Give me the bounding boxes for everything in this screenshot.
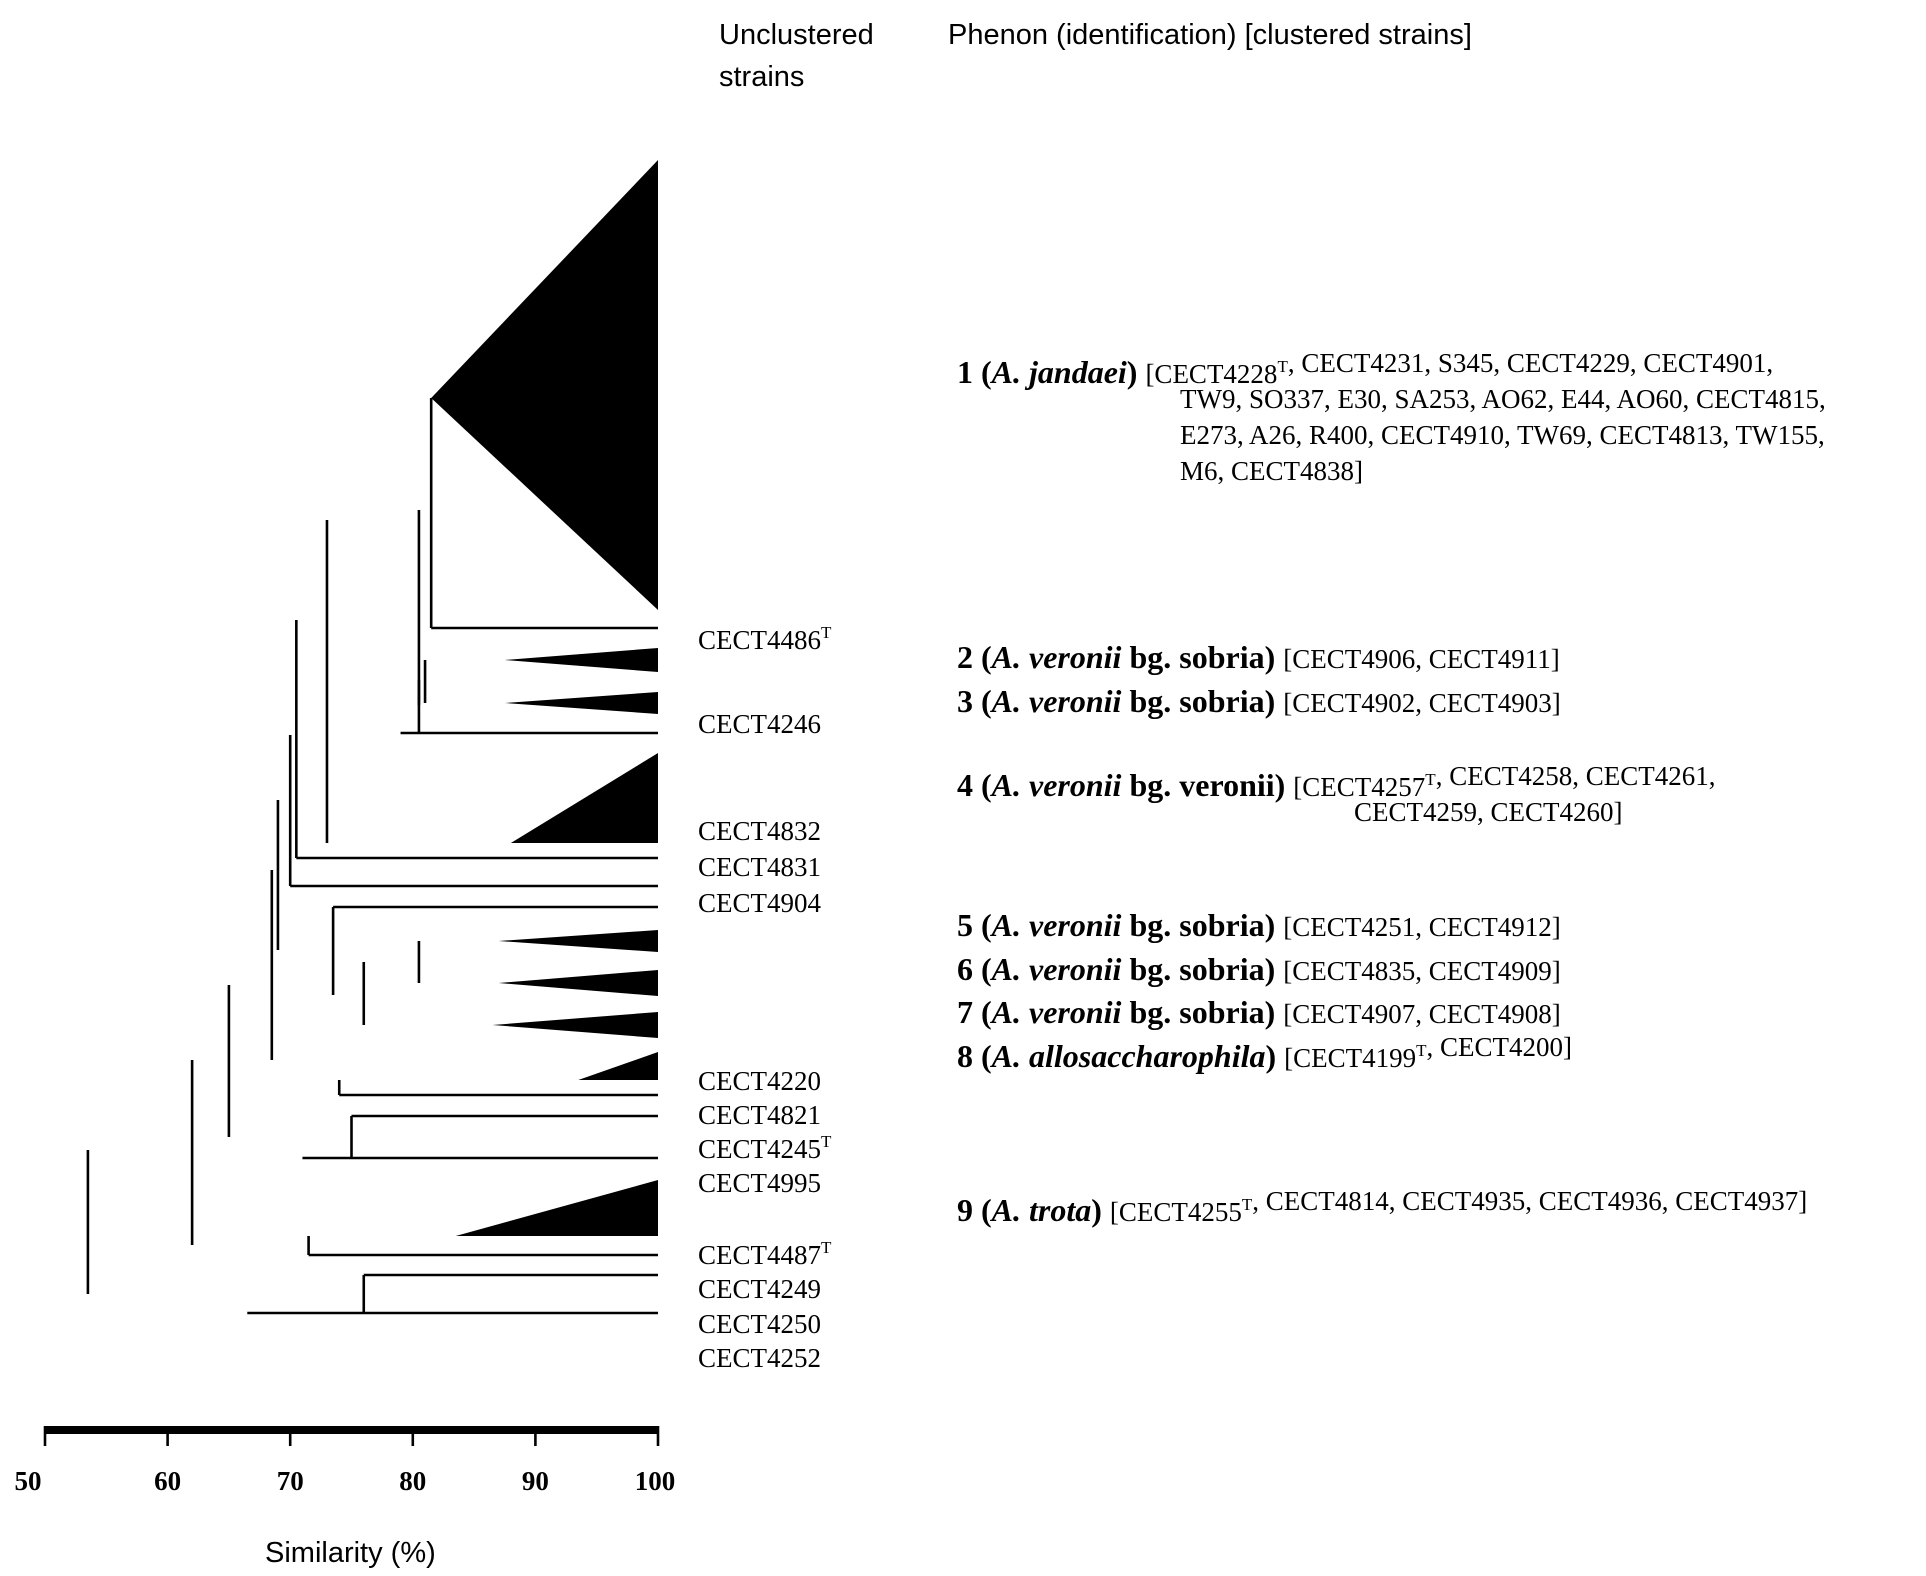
phenon-8-wedge [578, 1052, 658, 1080]
scale-tick-label-60: 60 [154, 1466, 181, 1496]
unclustered-strain-label: CECT4831 [698, 852, 821, 882]
cluster-wedges [431, 160, 658, 1236]
scale-tick-label-50: 50 [15, 1466, 42, 1496]
unclustered-strain-label: CECT4250 [698, 1309, 821, 1339]
unclustered-strain-label: CECT4821 [698, 1100, 821, 1130]
phenon-7-label: 7 (A. veronii bg. sobria) [CECT4907, CEC… [957, 994, 1561, 1030]
scale-tick-label-100: 100 [635, 1466, 676, 1496]
phenon-3-label: 3 (A. veronii bg. sobria) [CECT4902, CEC… [957, 683, 1561, 719]
phenon-6-wedge [498, 970, 658, 996]
phenon-9-label: 9 (A. trota) [CECT4255T, CECT4814, CECT4… [957, 1186, 1807, 1228]
unclustered-strain-label: CECT4832 [698, 816, 821, 846]
unclustered-strain-list: CECT4486T CECT4246 CECT4832 CECT4831 CECT490… [698, 623, 832, 1373]
unclustered-strain-label: CECT4252 [698, 1343, 821, 1373]
phenon-1-label: 1 (A. jandaei) [CECT4228T, CECT4231, S34… [957, 348, 1826, 486]
phenon-list: 1 (A. jandaei) [CECT4228T, CECT4231, S34… [957, 348, 1826, 1228]
unclustered-strain-label: CECT4487T [698, 1238, 832, 1270]
phenon-4-label: 4 (A. veronii bg. veronii) [CECT4257T, C… [957, 761, 1715, 827]
phenon-3-wedge [504, 692, 658, 714]
unclustered-strain-label: CECT4249 [698, 1274, 821, 1304]
unclustered-strain-label: CECT4245T [698, 1132, 832, 1164]
scale-tick-label-80: 80 [399, 1466, 426, 1496]
similarity-scale: 50 60 70 80 90 100 [15, 1426, 676, 1496]
phenon-1-wedge [431, 160, 658, 610]
scale-bar [45, 1426, 658, 1434]
phenon-4-wedge [510, 753, 658, 843]
phenon-2-label: 2 (A. veronii bg. sobria) [CECT4906, CEC… [957, 639, 1560, 675]
unclustered-strain-label: CECT4220 [698, 1066, 821, 1096]
phenon-7-wedge [492, 1012, 658, 1038]
unclustered-strain-label: CECT4486T [698, 623, 832, 655]
phenon-5-wedge [498, 930, 658, 952]
unclustered-header-line2: strains [719, 61, 804, 93]
phenon-6-label: 6 (A. veronii bg. sobria) [CECT4835, CEC… [957, 951, 1561, 987]
unclustered-strain-label: CECT4904 [698, 888, 822, 918]
unclustered-header-line1: Unclustered [719, 19, 874, 51]
scale-tick-label-90: 90 [522, 1466, 549, 1496]
unclustered-strain-label: CECT4995 [698, 1168, 821, 1198]
unclustered-strain-label: CECT4246 [698, 709, 821, 739]
phenon-header: Phenon (identification) [clustered strai… [948, 19, 1472, 51]
scale-tick-label-70: 70 [277, 1466, 304, 1496]
dendrogram-tree [86, 398, 658, 1315]
x-axis-label: Similarity (%) [265, 1537, 436, 1569]
phenon-5-label: 5 (A. veronii bg. sobria) [CECT4251, CEC… [957, 907, 1561, 943]
phenon-8-label: 8 (A. allosaccharophila) [CECT4199T, CEC… [957, 1032, 1572, 1074]
phenon-9-wedge [455, 1180, 658, 1236]
phenon-2-wedge [504, 648, 658, 672]
